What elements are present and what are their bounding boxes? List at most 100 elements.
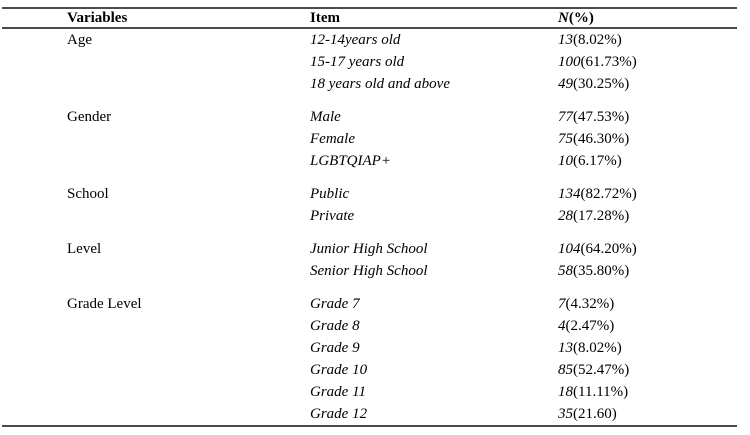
item-cell: 18 years old and above: [310, 76, 450, 92]
item-cell: Grade 10: [310, 362, 368, 378]
pct-value: (2.47%): [565, 318, 615, 334]
demographics-table: Variables Item N(%) Age 12-14years old 13(…: [2, 7, 737, 427]
n-pct-cell: 58(35.80%): [558, 260, 737, 282]
pct-value: (4.32%): [565, 296, 615, 312]
n-value: 10: [558, 153, 573, 169]
n-value: 100: [558, 54, 581, 70]
pct-value: (8.02%): [573, 32, 622, 48]
column-header-variables: Variables: [2, 8, 310, 29]
n-pct-cell: 10(6.17%): [558, 150, 737, 172]
table-header-row: Variables Item N(%): [2, 8, 737, 29]
pct-value: (61.73%): [580, 54, 637, 70]
item-cell: 15-17 years old: [310, 54, 405, 70]
n-pct-cell: 4(2.47%): [558, 315, 737, 337]
pct-value: (64.20%): [580, 241, 637, 257]
n-header-label: N: [558, 10, 569, 26]
n-value: 13: [558, 340, 573, 356]
n-value: 4: [558, 318, 566, 334]
table-row: School Public 134(82.72%): [2, 183, 737, 205]
table-row: Grade 12 35(21.60): [2, 403, 737, 426]
item-cell: Senior High School: [310, 263, 428, 279]
variable-cell: Grade Level: [67, 296, 142, 312]
table-row: LGBTQIAP+ 10(6.17%): [2, 150, 737, 172]
table-row: Senior High School 58(35.80%): [2, 260, 737, 282]
variable-cell: [2, 128, 310, 150]
spacer-row: [2, 172, 737, 183]
n-pct-cell: 28(17.28%): [558, 205, 737, 227]
item-cell: Grade 8: [310, 318, 360, 334]
pct-header-label: (%): [568, 10, 594, 26]
item-cell: Grade 11: [310, 384, 366, 400]
variable-cell: [2, 337, 310, 359]
item-cell: Grade 12: [310, 406, 368, 422]
n-pct-cell: 49(30.25%): [558, 73, 737, 95]
n-pct-cell: 100(61.73%): [558, 51, 737, 73]
n-pct-cell: 18(11.11%): [558, 381, 737, 403]
pct-value: (52.47%): [573, 362, 630, 378]
pct-value: (47.53%): [573, 109, 630, 125]
variable-cell: [2, 150, 310, 172]
variable-cell: [2, 315, 310, 337]
table-row: Grade 11 18(11.11%): [2, 381, 737, 403]
n-value: 7: [558, 296, 566, 312]
n-value: 49: [558, 76, 573, 92]
table-row: Level Junior High School 104(64.20%): [2, 238, 737, 260]
table-row: 18 years old and above 49(30.25%): [2, 73, 737, 95]
n-pct-cell: 75(46.30%): [558, 128, 737, 150]
pct-value: (30.25%): [573, 76, 630, 92]
variable-cell: [2, 359, 310, 381]
table-row: Age 12-14years old 13(8.02%): [2, 28, 737, 51]
n-value: 134: [558, 186, 581, 202]
variable-cell: [2, 73, 310, 95]
pct-value: (46.30%): [573, 131, 630, 147]
spacer-cell: [2, 172, 737, 183]
n-pct-cell: 85(52.47%): [558, 359, 737, 381]
pct-value: (8.02%): [573, 340, 622, 356]
table-row: Grade Level Grade 7 7(4.32%): [2, 293, 737, 315]
item-cell: LGBTQIAP+: [310, 153, 391, 169]
variable-cell: [2, 205, 310, 227]
n-value: 85: [558, 362, 573, 378]
table-row: Grade 9 13(8.02%): [2, 337, 737, 359]
pct-value: (35.80%): [573, 263, 630, 279]
item-cell: 12-14years old: [310, 32, 401, 48]
n-value: 58: [558, 263, 573, 279]
pct-value: (11.11%): [573, 384, 629, 400]
pct-value: (21.60): [573, 406, 617, 422]
spacer-row: [2, 282, 737, 293]
variable-cell: School: [67, 186, 109, 202]
n-value: 35: [558, 406, 573, 422]
variable-cell: Level: [67, 241, 102, 257]
table-row: Private 28(17.28%): [2, 205, 737, 227]
spacer-row: [2, 227, 737, 238]
table-row: Gender Male 77(47.53%): [2, 106, 737, 128]
spacer-cell: [2, 282, 737, 293]
pct-value: (17.28%): [573, 208, 630, 224]
item-cell: Private: [310, 208, 355, 224]
n-value: 75: [558, 131, 573, 147]
n-pct-cell: 104(64.20%): [558, 238, 737, 260]
pct-value: (6.17%): [573, 153, 622, 169]
item-cell: Male: [310, 109, 341, 125]
n-value: 28: [558, 208, 573, 224]
n-pct-cell: 134(82.72%): [558, 183, 737, 205]
table-row: Grade 8 4(2.47%): [2, 315, 737, 337]
item-cell: Female: [310, 131, 355, 147]
column-header-item: Item: [310, 8, 558, 29]
n-pct-cell: 77(47.53%): [558, 106, 737, 128]
table-row: Female 75(46.30%): [2, 128, 737, 150]
table-row: 15-17 years old 100(61.73%): [2, 51, 737, 73]
variable-cell: Age: [67, 32, 92, 48]
n-value: 18: [558, 384, 573, 400]
spacer-cell: [2, 95, 737, 106]
item-cell: Junior High School: [310, 241, 428, 257]
column-header-n-pct: N(%): [558, 8, 737, 29]
item-cell: Public: [310, 186, 350, 202]
table-row: Grade 10 85(52.47%): [2, 359, 737, 381]
item-cell: Grade 9: [310, 340, 360, 356]
variable-cell: [2, 260, 310, 282]
n-value: 13: [558, 32, 573, 48]
n-value: 104: [558, 241, 581, 257]
variable-cell: [2, 381, 310, 403]
